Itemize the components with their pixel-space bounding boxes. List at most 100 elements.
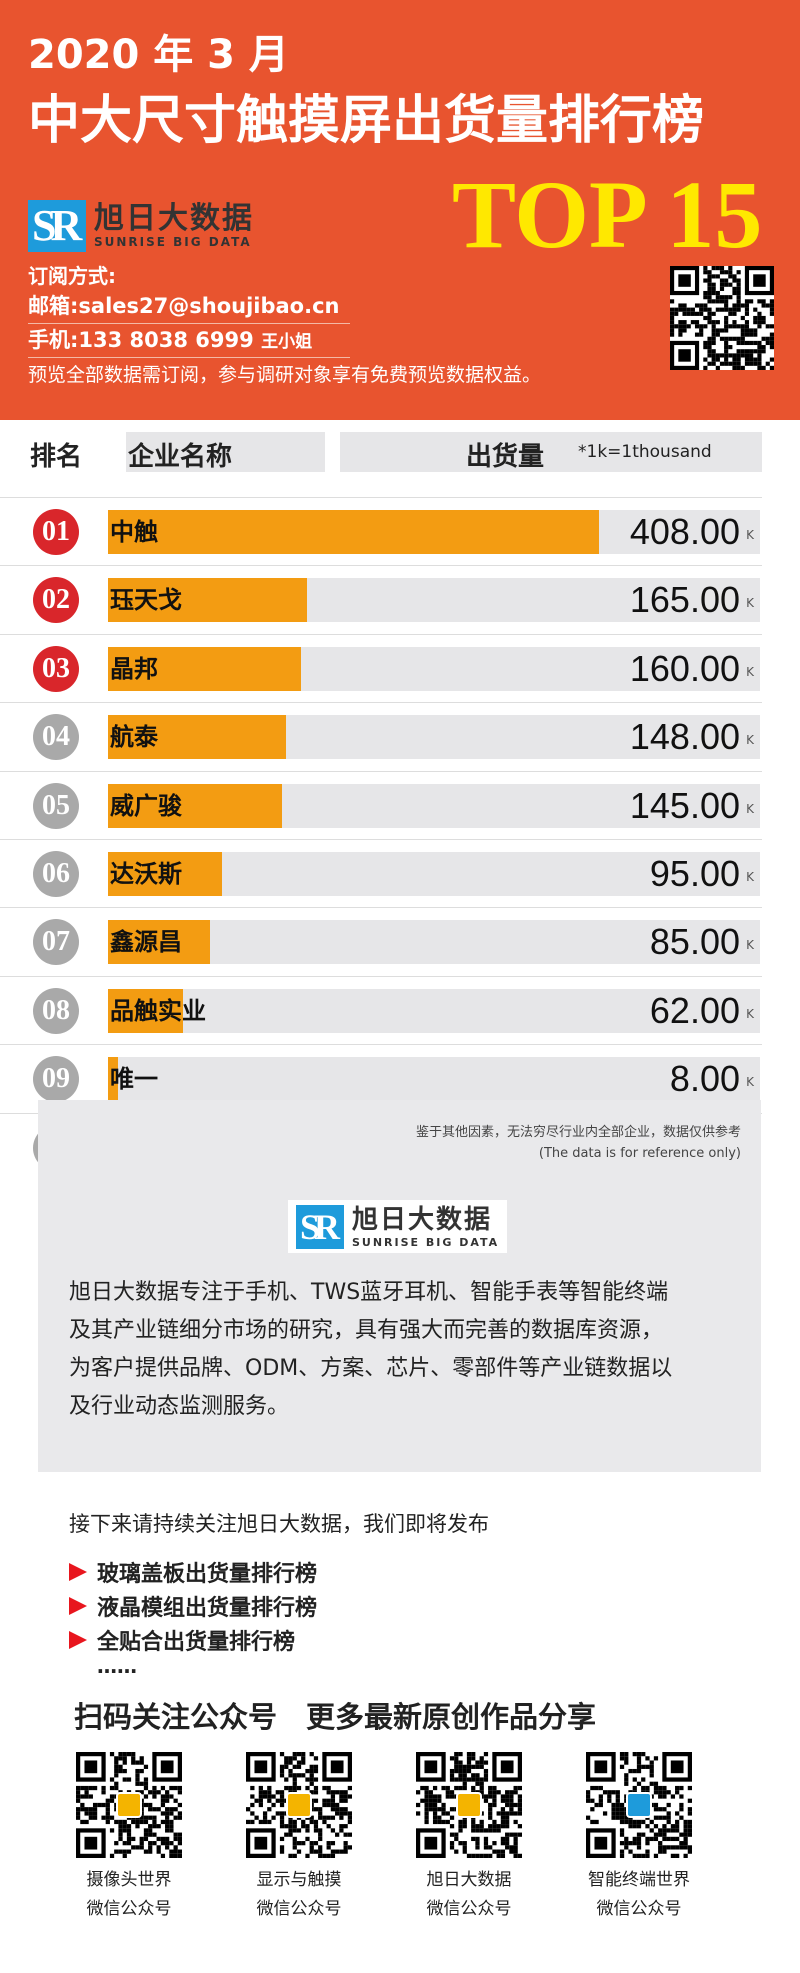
rank-badge: 04 — [33, 714, 79, 761]
wechat-qr-code — [246, 1752, 352, 1858]
table-row: 03 晶邦 160.00 K — [0, 633, 762, 702]
shipment-header-bg — [340, 432, 762, 472]
brand-logo: SR 旭日大数据 SUNRISE BIG DATA — [28, 200, 254, 252]
table-row: 08 品触实业 62.00 K — [0, 975, 762, 1044]
unit-label: K — [746, 801, 754, 816]
rank-badge: 05 — [33, 782, 79, 829]
account-name: 摄像头世界 — [86, 1870, 172, 1890]
table-row: 06 达沃斯 95.00 K — [0, 839, 762, 907]
report-date: 2020 年 3 月 — [28, 32, 289, 78]
company-name: 珏天戈 — [110, 586, 182, 615]
wechat-qr-code — [76, 1752, 182, 1858]
footer-brand-logo: SR 旭日大数据 SUNRISE BIG DATA — [288, 1200, 508, 1253]
company-name: 品触实业 — [110, 996, 206, 1025]
upcoming-item: 液晶模组出货量排行榜 — [69, 1590, 317, 1622]
rank-badge: 06 — [33, 851, 79, 897]
header-banner: 2020 年 3 月 中大尺寸触摸屏出货量排行榜 SR 旭日大数据 SUNRISE… — [0, 0, 800, 420]
brand-name-en: SUNRISE BIG DATA — [94, 235, 252, 249]
account-label: 显示与触摸微信公众号 — [229, 1866, 369, 1924]
account-type: 微信公众号 — [596, 1899, 682, 1919]
rank-badge: 02 — [33, 577, 79, 624]
email-line: 邮箱:sales27@shoujibao.cn — [28, 290, 350, 324]
table-row: 07 鑫源昌 85.00 K — [0, 907, 762, 975]
shipment-bar — [108, 1057, 118, 1102]
about-panel: 鉴于其他因素，无法穷尽行业内全部企业，数据仅供参考 (The data is f… — [38, 1100, 761, 1472]
company-name: 达沃斯 — [110, 860, 182, 888]
shipment-value: 95.00 — [649, 853, 740, 894]
company-header-bg — [126, 432, 325, 472]
rank-badge: 08 — [33, 987, 79, 1034]
rank-badge: 03 — [33, 645, 79, 692]
account-logo-icon — [286, 1792, 312, 1818]
email-link[interactable]: sales27@shoujibao.cn — [78, 294, 340, 318]
disclaimer: 鉴于其他因素，无法穷尽行业内全部企业，数据仅供参考 (The data is f… — [416, 1122, 741, 1164]
unit-label: K — [746, 733, 754, 748]
brand-name-en: SUNRISE BIG DATA — [352, 1236, 500, 1249]
company-name: 中触 — [110, 518, 158, 546]
about-line: 及其产业链细分市场的研究，具有强大而完善的数据库资源， — [69, 1318, 664, 1343]
shipment-bar — [108, 578, 307, 623]
account-logo-icon — [116, 1792, 142, 1818]
shipment-value: 85.00 — [649, 921, 740, 963]
unit-label: K — [746, 1006, 754, 1021]
account-name: 旭日大数据 — [426, 1870, 512, 1890]
sr-logo-icon: SR — [28, 200, 86, 252]
shipment-bar — [108, 988, 183, 1033]
company-name: 鑫源昌 — [110, 928, 182, 957]
table-row: 05 威广骏 145.00 K — [0, 770, 762, 839]
about-line: 及行业动态监测服务。 — [69, 1394, 290, 1419]
brand-name-cn: 旭日大数据 — [94, 201, 254, 236]
sr-logo-icon: SR — [296, 1204, 344, 1249]
red-arrow-icon — [69, 1563, 87, 1581]
page-title: 中大尺寸触摸屏出货量排行榜 — [28, 91, 705, 151]
account-label: 摄像头世界微信公众号 — [59, 1866, 199, 1924]
account-type: 微信公众号 — [256, 1899, 342, 1919]
red-arrow-icon — [69, 1631, 87, 1649]
account-name: 智能终端世界 — [588, 1870, 690, 1890]
upcoming-item: 全贴合出货量排行榜 — [69, 1624, 295, 1656]
disclaimer-cn: 鉴于其他因素，无法穷尽行业内全部企业，数据仅供参考 — [415, 1125, 741, 1140]
red-arrow-icon — [69, 1597, 87, 1615]
brand-name-cn: 旭日大数据 — [352, 1205, 493, 1235]
subscription-note: 预览全部数据需订阅，参与调研对象享有免费预览数据权益。 — [28, 364, 542, 386]
unit-label: K — [746, 528, 754, 542]
shipment-value: 408.00 — [629, 511, 740, 552]
shipment-bar — [108, 783, 283, 828]
shipment-value: 145.00 — [629, 784, 740, 826]
shipment-column-header: 出货量 — [466, 442, 545, 472]
about-line: 为客户提供品牌、ODM、方案、芯片、零部件等产业链数据以 — [69, 1356, 673, 1381]
phone-number: 133 8038 6999 — [78, 328, 254, 352]
subscribe-label: 订阅方式: — [28, 264, 116, 288]
shipment-value: 165.00 — [629, 579, 740, 621]
rank-column-header: 排名 — [30, 442, 83, 472]
shipment-bar — [108, 920, 211, 965]
table-row: 02 珏天戈 165.00 K — [0, 565, 762, 633]
company-name: 航泰 — [110, 723, 158, 752]
bar-track — [108, 920, 760, 965]
shipment-bar — [108, 715, 287, 760]
shipment-value: 160.00 — [629, 647, 740, 689]
bar-track — [108, 988, 760, 1033]
company-name: 唯一 — [110, 1065, 158, 1094]
unit-label: K — [746, 596, 754, 611]
shipment-value: 148.00 — [629, 716, 740, 758]
account-name: 显示与触摸 — [256, 1870, 342, 1890]
shipment-bar — [108, 510, 599, 554]
unit-label: K — [746, 664, 754, 679]
bar-track — [108, 1057, 760, 1102]
contact-name: 王小姐 — [261, 332, 313, 352]
top-badge: TOP 15 — [452, 161, 763, 268]
company-name: 晶邦 — [110, 654, 158, 683]
upcoming-intro: 接下来请持续关注旭日大数据，我们即将发布 — [69, 1512, 489, 1536]
rank-badge: 01 — [33, 509, 79, 555]
rank-badge: 09 — [33, 1056, 79, 1103]
more-ellipsis: …… — [97, 1654, 137, 1678]
account-logo-icon — [456, 1792, 482, 1818]
disclaimer-en: (The data is for reference only) — [538, 1146, 741, 1161]
shipment-bar — [108, 646, 301, 691]
upcoming-item: 玻璃盖板出货量排行榜 — [69, 1556, 317, 1588]
subscribe-qr-code — [670, 266, 774, 370]
unit-note: *1k=1thousand — [578, 442, 712, 462]
phone-line: 手机:133 8038 6999 王小姐 — [28, 324, 350, 358]
account-type: 微信公众号 — [86, 1899, 172, 1919]
